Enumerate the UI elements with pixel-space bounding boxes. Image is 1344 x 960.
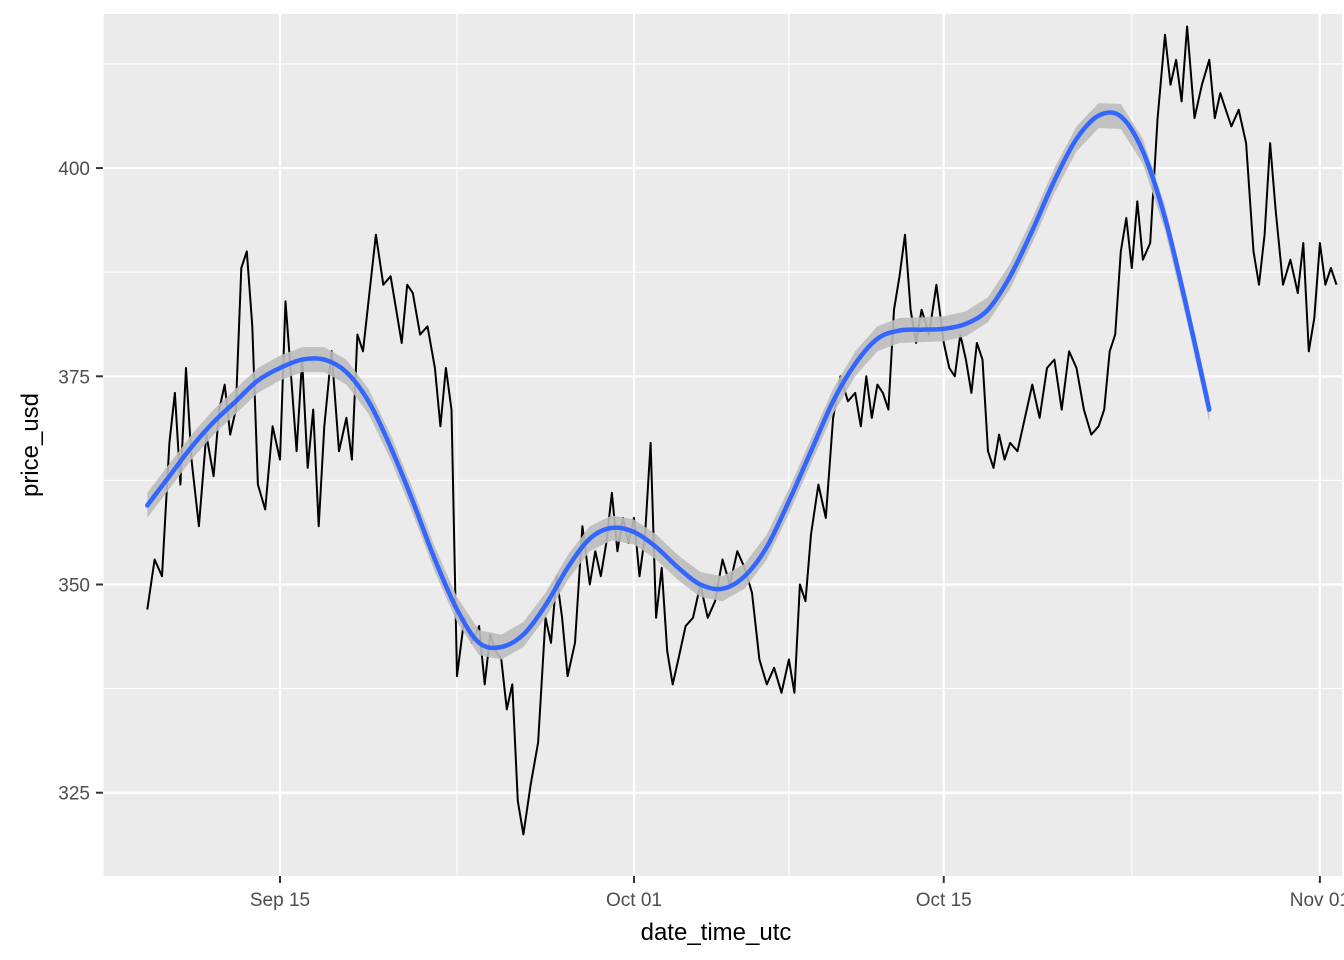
- tick-labels: 325 350 375 400 Sep 15 Oct 01 Oct 15 Nov 01: [58, 159, 1344, 911]
- x-tick-label: Sep 15: [250, 890, 310, 911]
- x-tick-label: Oct 01: [606, 890, 662, 911]
- x-tick-label: Oct 15: [916, 890, 972, 911]
- y-axis-title: price_usd: [17, 393, 44, 497]
- smooth-trend-line: [145, 110, 1212, 651]
- y-tick-label: 325: [58, 784, 90, 805]
- x-axis-title: date_time_utc: [641, 919, 792, 946]
- axis-ticks: [96, 167, 1321, 883]
- y-tick-label: 400: [58, 159, 90, 180]
- y-tick-label: 350: [58, 576, 90, 597]
- x-tick-label: Nov 01: [1290, 890, 1344, 911]
- grid-minor: [102, 14, 1342, 876]
- series-layer: [145, 25, 1338, 836]
- price-line: [146, 25, 1338, 836]
- smooth-confidence-band: [147, 103, 1210, 660]
- y-tick-label: 375: [58, 367, 90, 388]
